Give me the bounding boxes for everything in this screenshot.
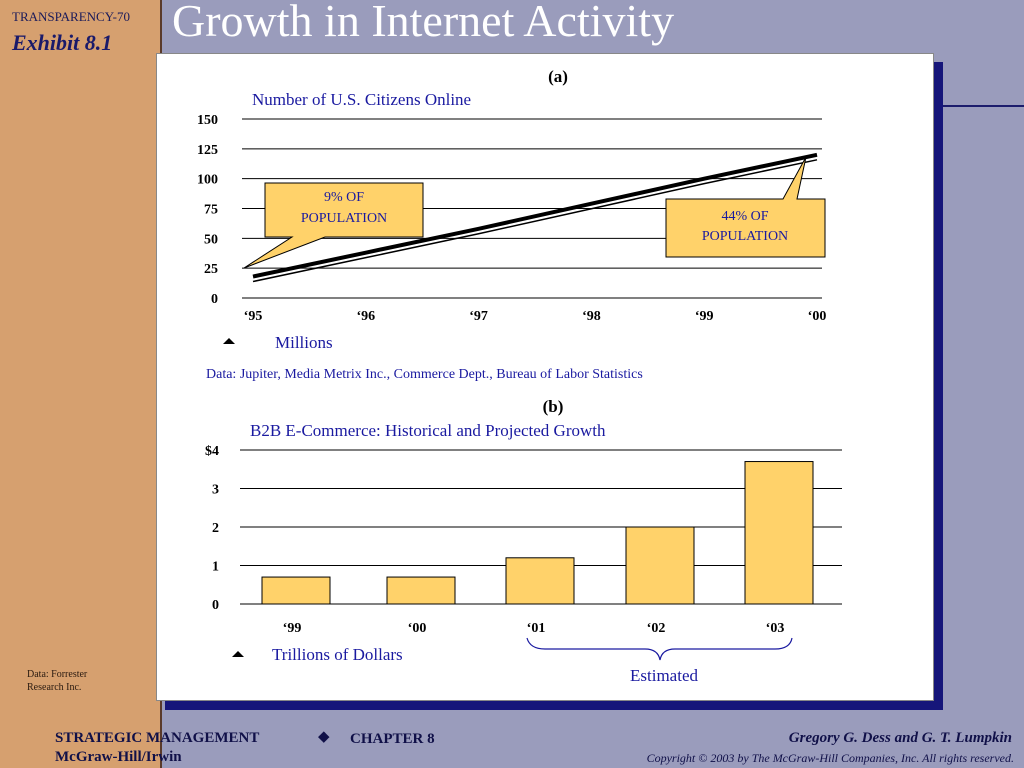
chart-a-y-ticks: 0 25 50 75 100 125 150 — [197, 113, 218, 307]
caret-up-icon — [223, 338, 235, 344]
estimated-brace — [526, 637, 793, 661]
chart-a-title: Number of U.S. Citizens Online — [252, 90, 471, 109]
slide-title: Growth in Internet Activity — [172, 0, 675, 46]
y-tick-label: 125 — [197, 143, 218, 158]
source-note: Data: Forrester Research Inc. — [27, 668, 137, 694]
y-tick-label: 3 — [212, 483, 219, 498]
x-tick-label: ‘99 — [695, 309, 714, 324]
diamond-icon: ◆ — [318, 729, 330, 745]
chart-b: (b) B2B E-Commerce: Historical and Proje… — [205, 397, 842, 685]
chart-a-series — [252, 152, 818, 283]
estimated-label: Estimated — [630, 666, 698, 685]
caret-up-icon — [232, 651, 244, 657]
footer-authors: Gregory G. Dess and G. T. Lumpkin — [788, 730, 1012, 746]
y-tick-label: 100 — [197, 173, 218, 188]
chart-a: (a) Number of U.S. Citizens Online 0 25 50… — [197, 67, 826, 382]
y-tick-label: 50 — [204, 232, 218, 247]
bar — [261, 576, 331, 605]
chart-b-label: (b) — [543, 397, 564, 416]
x-tick-label: ‘99 — [283, 621, 302, 636]
footer-chapter: CHAPTER 8 — [350, 731, 435, 747]
x-tick-label: ‘97 — [469, 309, 488, 324]
title-rule — [940, 105, 1024, 107]
chart-b-x-ticks: ‘99 ‘00 ‘01 ‘02 ‘03 — [283, 621, 785, 636]
x-tick-label: ‘98 — [582, 309, 601, 324]
exhibit-label: Exhibit 8.1 — [12, 30, 113, 55]
footer-copyright: Copyright © 2003 by The McGraw-Hill Comp… — [646, 751, 1014, 765]
bar — [386, 576, 456, 605]
x-tick-label: ‘02 — [647, 621, 666, 636]
chart-a-source: Data: Jupiter, Media Metrix Inc., Commer… — [206, 367, 643, 382]
x-tick-label: ‘00 — [408, 621, 427, 636]
y-tick-label: 1 — [212, 560, 219, 575]
y-tick-label: $4 — [205, 444, 219, 459]
source-note-line2: Research Inc. — [27, 682, 82, 693]
y-tick-label: 150 — [197, 113, 218, 128]
series-line — [252, 152, 818, 279]
x-tick-label: ‘01 — [527, 621, 546, 636]
x-tick-label: ‘03 — [766, 621, 785, 636]
callout-end-bubble — [665, 156, 826, 258]
bar — [625, 526, 695, 605]
callout-start-bubble — [243, 182, 424, 269]
callout-start-line1: 9% OF — [324, 190, 364, 205]
transparency-label: TRANSPARENCY-70 — [12, 9, 130, 24]
bar — [505, 557, 575, 605]
chart-b-unit-note: Trillions of Dollars — [272, 645, 403, 664]
callout-start-line2: POPULATION — [301, 211, 387, 226]
chart-b-bars — [261, 461, 814, 605]
y-tick-label: 75 — [204, 203, 218, 218]
y-tick-label: 25 — [204, 262, 218, 277]
chart-a-label: (a) — [548, 67, 568, 86]
source-note-line1: Data: Forrester — [27, 669, 88, 680]
x-tick-label: ‘00 — [808, 309, 827, 324]
y-tick-label: 0 — [212, 598, 219, 613]
y-tick-label: 2 — [212, 521, 219, 536]
chart-a-unit-note: Millions — [275, 333, 333, 352]
chart-b-y-ticks: 0 1 2 3 $4 — [205, 444, 219, 613]
callout-end-line2: POPULATION — [702, 229, 788, 244]
footer-course: STRATEGIC MANAGEMENT — [55, 730, 260, 746]
y-tick-label: 0 — [211, 292, 218, 307]
chart-b-title: B2B E-Commerce: Historical and Projected… — [250, 421, 606, 440]
series-line — [252, 159, 818, 283]
x-tick-label: ‘96 — [356, 309, 375, 324]
bar — [744, 461, 814, 605]
x-tick-label: ‘95 — [244, 309, 263, 324]
callout-end-line1: 44% OF — [721, 209, 768, 224]
left-sidebar — [0, 0, 160, 768]
footer-publisher: McGraw-Hill/Irwin — [55, 749, 182, 765]
chart-a-x-ticks: ‘95 ‘96 ‘97 ‘98 ‘99 ‘00 — [244, 309, 827, 324]
